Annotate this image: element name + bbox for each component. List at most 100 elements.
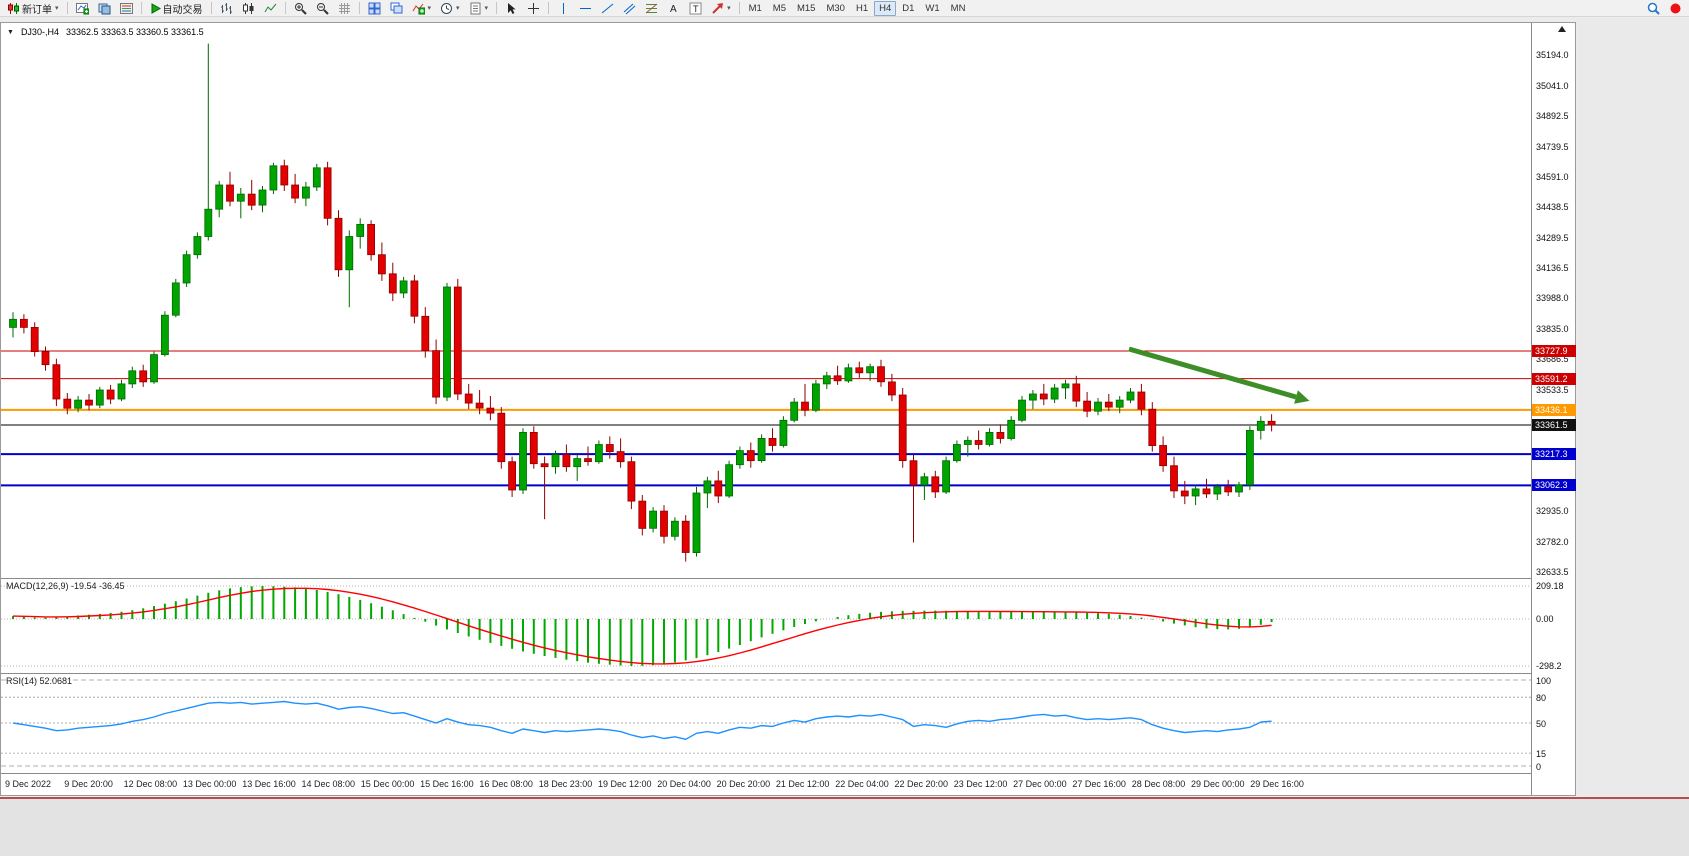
price-scale[interactable]: 35194.0 35041.0 34892.5 34739.5 34591.0 34438… — [1531, 23, 1576, 795]
dropdown-caret-icon[interactable]: ▾ — [727, 5, 731, 12]
price-tick-label: 34136.5 — [1536, 263, 1569, 274]
tf-mn-button[interactable]: MN — [946, 1, 971, 16]
line-icon — [264, 2, 277, 15]
rsi-level-label: 50 — [1536, 719, 1547, 729]
time-axis-label: 20 Dec 20:00 — [716, 779, 771, 789]
arrow-icon — [711, 2, 724, 15]
bars-icon — [220, 2, 233, 15]
zoom-out-button[interactable] — [312, 1, 333, 16]
macd-panel[interactable] — [1, 579, 1531, 673]
svg-text:A: A — [670, 4, 677, 15]
tf-m15-label: M15 — [796, 2, 816, 14]
price-tick-label: 32633.5 — [1536, 567, 1569, 578]
new-order-button[interactable]: 新订单 ▾ — [3, 1, 63, 16]
cursor-icon — [505, 2, 518, 15]
terminal-button[interactable] — [116, 1, 137, 16]
new-order-icon — [7, 2, 20, 15]
toolbar-separator — [496, 2, 498, 14]
time-axis[interactable]: 9 Dec 2022 9 Dec 20:00 12 Dec 08:00 13 Dec … — [1, 774, 1531, 794]
macd-pane-resize-handle[interactable] — [1, 578, 1575, 579]
auto-trading-label: 自动交易 — [162, 4, 203, 16]
trendline-button[interactable] — [597, 1, 618, 16]
scale-scroll-up-icon[interactable] — [1558, 26, 1566, 32]
toolbar-separator — [66, 2, 68, 14]
line-chart-button[interactable] — [260, 1, 281, 16]
time-axis-label: 22 Dec 04:00 — [835, 779, 889, 789]
alert-dot-icon — [1669, 2, 1682, 15]
templates-button[interactable]: ▾ — [465, 1, 493, 16]
tile-icon — [368, 2, 381, 15]
candlestick-chart[interactable] — [1, 23, 1531, 578]
auto-trading-button[interactable]: 自动交易 — [146, 1, 207, 16]
horizontal-line-button[interactable] — [575, 1, 596, 16]
tf-h4-button[interactable]: H4 — [874, 0, 897, 16]
chart-header: ▼ DJ30-,H4 33362.5 33363.5 33360.5 33361… — [7, 27, 204, 37]
cascade-windows-button[interactable] — [386, 1, 407, 16]
indicators-button[interactable]: ▾ — [408, 1, 436, 16]
tf-h1-button[interactable]: H1 — [851, 1, 873, 16]
rsi-pane-resize-handle[interactable] — [1, 673, 1575, 674]
dropdown-caret-icon[interactable]: ▾ — [427, 5, 432, 12]
one-click-trading-collapse-icon[interactable]: ▼ — [7, 28, 14, 36]
tf-w1-label: W1 — [925, 2, 940, 14]
macd-label: MACD(12,26,9) -19.54 -36.45 — [6, 581, 125, 591]
time-axis-label: 23 Dec 12:00 — [953, 779, 1008, 789]
search-button[interactable] — [1643, 1, 1664, 16]
vline-icon — [557, 2, 570, 15]
tf-m30-button[interactable]: M30 — [821, 1, 849, 16]
tf-d1-button[interactable]: D1 — [897, 1, 919, 16]
fibo-icon — [645, 2, 658, 15]
tf-w1-button[interactable]: W1 — [920, 1, 944, 16]
dropdown-caret-icon[interactable]: ▾ — [55, 5, 59, 12]
textA-icon: A — [667, 2, 680, 15]
bar-chart-button[interactable] — [216, 1, 237, 16]
channel-icon — [623, 2, 636, 15]
hline-icon — [579, 2, 592, 15]
time-axis-label: 15 Dec 16:00 — [420, 779, 474, 789]
tf-m5-button[interactable]: M5 — [768, 1, 791, 16]
channel-button[interactable] — [619, 1, 640, 16]
time-axis-label: 27 Dec 00:00 — [1013, 779, 1067, 789]
crosshair-button[interactable] — [523, 1, 544, 16]
dropdown-caret-icon[interactable]: ▾ — [484, 5, 489, 12]
price-tick-label: 33533.5 — [1536, 385, 1569, 396]
time-axis-label: 18 Dec 23:00 — [538, 779, 593, 789]
chart-symbol-period: DJ30-,H4 — [20, 27, 59, 37]
text-button[interactable]: A — [663, 1, 684, 16]
tile-windows-button[interactable] — [364, 1, 385, 16]
price-line-badge: 33361.5 — [1532, 419, 1576, 431]
grid-button[interactable] — [334, 1, 355, 16]
zoom-in-icon — [294, 2, 307, 15]
time-axis-label: 13 Dec 16:00 — [242, 779, 296, 789]
zoom-in-button[interactable] — [290, 1, 311, 16]
periods-button[interactable]: ▾ — [436, 1, 464, 16]
tf-m15-button[interactable]: M15 — [792, 1, 820, 16]
price-tick-label: 34892.5 — [1536, 110, 1569, 121]
dropdown-caret-icon[interactable]: ▾ — [456, 5, 460, 12]
text-label-button[interactable]: T — [685, 1, 706, 16]
time-axis-label: 13 Dec 00:00 — [182, 779, 237, 789]
chart-ohlc-values: 33362.5 33363.5 33360.5 33361.5 — [65, 27, 204, 37]
candle-chart-button[interactable] — [238, 1, 259, 16]
chart-window: ▼ DJ30-,H4 33362.5 33363.5 33360.5 33361… — [0, 22, 1576, 796]
profiles-icon — [98, 2, 111, 15]
tf-m1-button[interactable]: M1 — [744, 1, 767, 16]
terminal-icon — [119, 2, 133, 15]
time-axis-label: 28 Dec 08:00 — [1131, 779, 1186, 789]
new-chart-button[interactable] — [72, 1, 93, 16]
fibonacci-button[interactable] — [641, 1, 662, 16]
vertical-line-button[interactable] — [553, 1, 574, 16]
arrows-button[interactable]: ▾ — [707, 1, 735, 16]
zoom-out-icon — [316, 2, 329, 15]
clock-icon — [440, 2, 453, 15]
tf-d1-label: D1 — [902, 2, 915, 14]
rsi-panel[interactable] — [1, 674, 1531, 773]
alert-button[interactable] — [1665, 1, 1686, 16]
toolbar-separator — [738, 2, 740, 14]
price-tick-label: 34739.5 — [1536, 141, 1569, 152]
tf-h4-label: H4 — [879, 2, 892, 14]
price-tick-label: 34591.0 — [1536, 171, 1569, 182]
profiles-button[interactable] — [94, 1, 115, 16]
cursor-button[interactable] — [501, 1, 522, 16]
toolbar-separator — [548, 2, 550, 14]
